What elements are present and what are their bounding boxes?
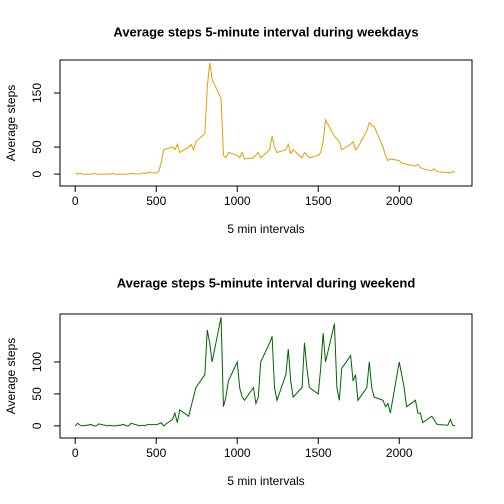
plot-box (59, 59, 473, 187)
x-tick-label: 1500 (305, 446, 332, 460)
y-axis-label: Average steps (4, 338, 18, 415)
x-tick-label: 1500 (305, 194, 332, 208)
x-tick-label: 0 (72, 194, 79, 208)
line-series (75, 62, 456, 175)
x-tick-label: 500 (146, 194, 166, 208)
y-tick-label: 150 (30, 83, 44, 103)
x-axis-label: 5 min intervals (227, 474, 304, 488)
chart-title: Average steps 5-minute interval during w… (117, 275, 416, 290)
y-tick-label: 0 (30, 170, 44, 177)
x-axis-label: 5 min intervals (227, 222, 304, 236)
y-tick-label: 100 (30, 352, 44, 372)
x-tick-label: 1000 (224, 446, 251, 460)
x-tick-label: 0 (72, 446, 79, 460)
x-tick-label: 500 (146, 446, 166, 460)
chart-title: Average steps 5-minute interval during w… (113, 24, 418, 39)
y-tick-label: 0 (30, 422, 44, 429)
y-tick-label: 50 (30, 387, 44, 401)
line-series (74, 317, 456, 427)
y-axis-label: Average steps (4, 85, 18, 162)
plot-box (59, 313, 473, 439)
x-tick-label: 1000 (224, 194, 251, 208)
x-tick-label: 2000 (386, 194, 413, 208)
x-tick-label: 2000 (386, 446, 413, 460)
y-tick-label: 50 (30, 140, 44, 154)
